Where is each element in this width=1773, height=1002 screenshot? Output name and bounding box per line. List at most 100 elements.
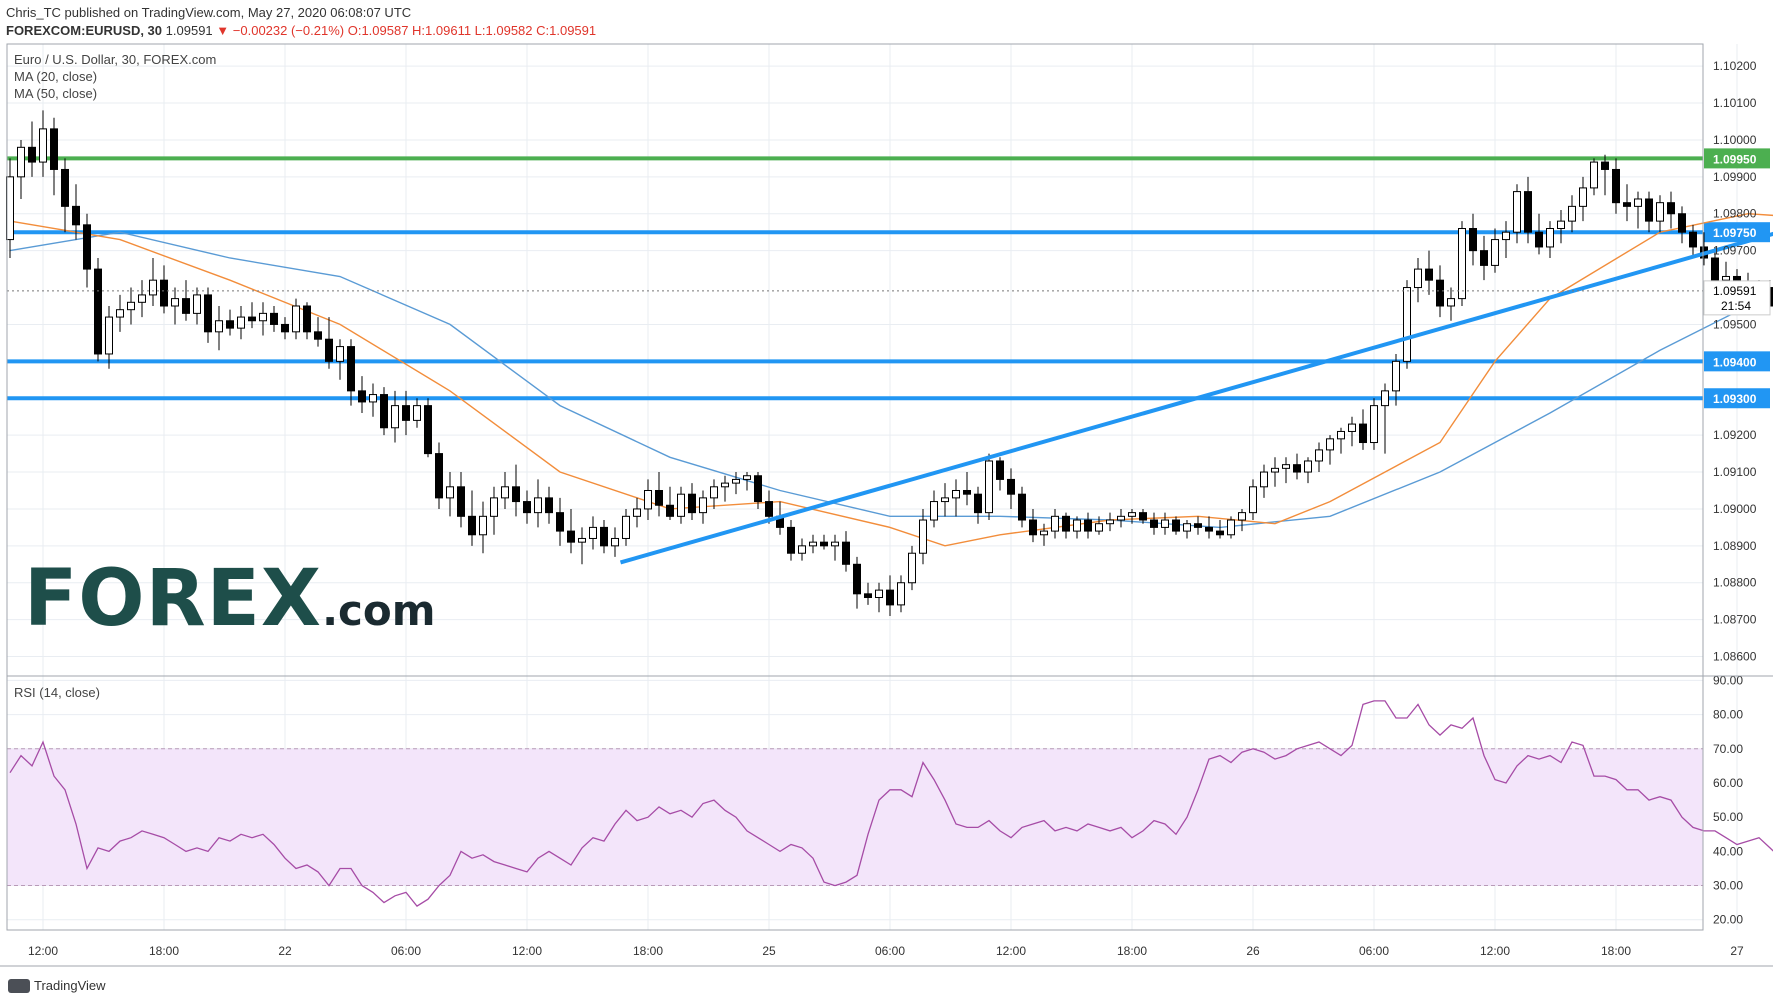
level-label: 1.09950 [1713,152,1757,166]
time-tick-label: 18:00 [1117,944,1147,958]
price-tick-label: 1.08700 [1713,613,1757,627]
candle-body [160,279,168,307]
ohlc-values: O:1.09587 H:1.09611 L:1.09582 C:1.09591 [347,23,597,38]
price-tick-label: 1.08900 [1713,539,1757,553]
symbol-name: FOREXCOM:EURUSD, 30 [6,23,163,38]
candle-body [17,146,25,178]
candle-body [1172,519,1180,532]
candle-body [127,301,135,311]
candle-body [1447,298,1455,307]
trendline [619,231,1773,565]
current-price-tag [1703,280,1771,316]
candle-body [655,489,663,506]
candle-body [6,176,14,241]
symbol-line: FOREXCOM:EURUSD, 30 1.09591 ▼ −0.00232 (… [6,22,596,40]
level-label-bg [1704,351,1770,372]
candle-body [1084,519,1092,532]
publish-header: Chris_TC published on TradingView.com, M… [6,4,596,40]
candle-body [237,316,245,329]
candle-body [435,453,443,499]
candle-body [721,482,729,488]
candle-body [831,541,839,547]
candle-body [292,305,300,333]
candle-body [259,312,267,322]
candle-body [666,504,674,517]
candle-body [798,545,806,554]
candle-body [479,515,487,536]
axes: 1.10200 1.10100 1.10000 1.09900 1.09800 1.097… [0,43,1773,967]
candle-body [369,394,377,403]
candle-body [1524,191,1532,233]
rsi-tick-label: 20.00 [1713,913,1743,927]
chart-frame [6,43,1704,931]
candle-body [1436,279,1444,307]
time-tick-label: 18:00 [1601,944,1631,958]
candle-body [1359,423,1367,444]
candle-body [1326,438,1334,451]
candle-body [1601,161,1609,170]
candle-body [446,486,454,499]
candle-body [303,305,311,333]
time-tick-label: 06:00 [875,944,905,958]
candle-body [644,489,652,510]
candle-body [105,316,113,355]
time-tick-label: 12:00 [28,944,58,958]
candle-body [600,526,608,547]
publish-info: Chris_TC published on TradingView.com, M… [6,5,412,20]
candle-body [1051,515,1059,532]
candle-body [1722,275,1730,281]
candle-body [1249,486,1257,514]
candle-body [61,168,69,207]
rsi-tick-label: 80.00 [1713,708,1743,722]
candle-body [94,268,102,355]
candle-body [732,478,740,484]
candle-body [919,519,927,554]
candle-body [138,294,146,303]
tradingview-branding[interactable]: TradingView [8,978,106,993]
candle-body [1106,519,1114,525]
candle-body [1656,202,1664,222]
candle-body [83,224,91,270]
candle-body [952,489,960,499]
candle-body [1062,515,1070,532]
forex-logo: FOREX.com [24,560,436,638]
candle-body [1304,460,1312,473]
candle-body [842,541,850,565]
candle-body [1150,519,1158,528]
candle-body [72,205,80,226]
logo-suffix: .com [322,586,436,635]
candle-body [1194,523,1202,528]
candle-body [1282,464,1290,469]
candle-body [28,146,36,163]
drawings [7,231,1773,565]
candle-body [1381,390,1389,407]
candle-body [1502,231,1510,241]
candle-body [1667,202,1675,215]
candle-body [325,338,333,362]
time-tick-label: 12:00 [1480,944,1510,958]
time-tick-label: 26 [1246,944,1260,958]
candle-body [996,460,1004,480]
candle-body [347,346,355,392]
down-arrow-icon: ▼ [216,23,230,38]
ma50-legend[interactable]: MA (50, close) [14,86,98,101]
rsi-legend[interactable]: RSI (14, close) [14,685,100,700]
candle-body [1612,168,1620,204]
rsi-tick-label: 50.00 [1713,810,1743,824]
level-label: 1.09300 [1713,392,1757,406]
ma20-legend[interactable]: MA (20, close) [14,69,98,84]
price-tick-label: 1.08600 [1713,650,1757,664]
time-tick-label: 06:00 [391,944,421,958]
candle-body [1513,191,1521,233]
candle-body [809,541,817,547]
price-tick-label: 1.10000 [1713,133,1757,147]
candle-body [1458,228,1466,300]
price-tick-label: 1.09800 [1713,207,1757,221]
price-tick-label: 1.09500 [1713,317,1757,331]
candle-body [402,405,410,421]
rsi-tick-label: 90.00 [1713,673,1743,687]
candle-body [1645,198,1653,222]
time-tick-label: 25 [762,944,776,958]
moving-averages [9,212,1773,547]
